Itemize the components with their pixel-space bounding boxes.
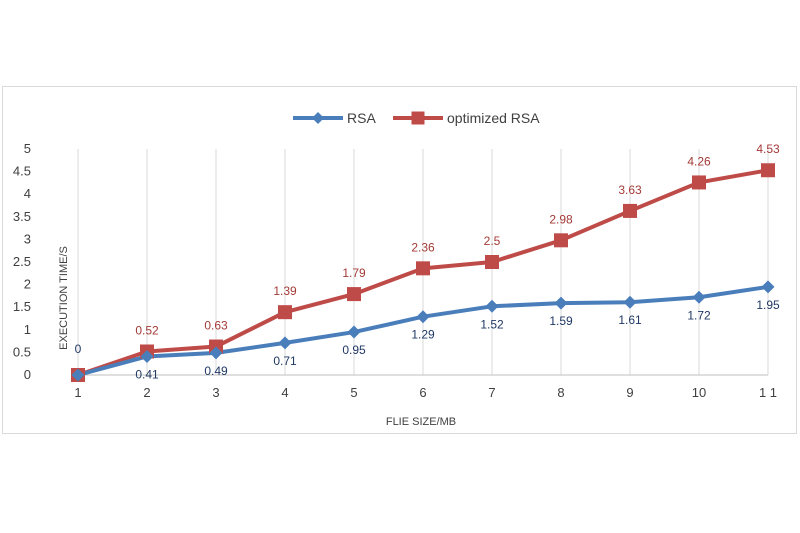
x-tick-label: 7 bbox=[488, 385, 495, 400]
point-rsa bbox=[554, 296, 568, 310]
point-optimized-rsa bbox=[623, 203, 637, 218]
y-tick-label: 3.5 bbox=[13, 209, 31, 224]
point-rsa bbox=[209, 346, 223, 360]
y-axis-title: EXECUTION TIME/S bbox=[58, 246, 70, 350]
data-label-optimized-rsa: 3.63 bbox=[618, 183, 642, 197]
data-label-rsa: 0.71 bbox=[273, 354, 297, 368]
x-tick-label: 1 bbox=[74, 385, 81, 400]
y-tick-label: 0.5 bbox=[13, 344, 31, 359]
data-label-rsa: 1.59 bbox=[549, 314, 573, 328]
point-rsa bbox=[761, 280, 775, 294]
data-label-rsa: 1.95 bbox=[756, 298, 780, 312]
data-label-optimized-rsa: 2.36 bbox=[411, 240, 435, 254]
data-label-rsa: 0 bbox=[75, 342, 82, 356]
y-tick-label: 4.5 bbox=[13, 164, 31, 179]
point-rsa bbox=[278, 336, 292, 350]
point-optimized-rsa bbox=[485, 255, 499, 269]
data-label-optimized-rsa: 2.5 bbox=[484, 234, 501, 248]
legend-item-rsa: RSA bbox=[293, 110, 376, 126]
point-optimized-rsa bbox=[416, 261, 430, 276]
data-labels: 0 0.41 0.49 0.71 0.95 1.29 1.52 1.59 1.61 1.72 1.9… bbox=[75, 142, 780, 381]
x-tick-label: 3 bbox=[212, 385, 219, 400]
x-tick-label: 5 bbox=[350, 385, 357, 400]
y-tick-label: 1 bbox=[24, 322, 31, 337]
y-tick-label: 5 bbox=[24, 141, 31, 156]
x-axis-title: FLIE SIZE/MB bbox=[386, 416, 456, 428]
data-label-optimized-rsa: 2.98 bbox=[549, 212, 573, 226]
x-tick-label: 9 bbox=[626, 385, 633, 400]
legend-square-marker bbox=[411, 111, 425, 125]
point-optimized-rsa bbox=[761, 163, 775, 178]
point-rsa bbox=[71, 368, 85, 382]
data-label-rsa: 0.95 bbox=[342, 343, 366, 357]
point-rsa bbox=[623, 295, 637, 309]
legend-label: RSA bbox=[347, 110, 376, 126]
point-rsa bbox=[347, 325, 361, 339]
data-label-rsa: 1.72 bbox=[687, 308, 711, 322]
axes: 00.511.522.533.544.551 2 3 4 5 6 7 8 9 10 1 1 bbox=[13, 141, 777, 400]
y-tick-label: 0 bbox=[24, 367, 31, 382]
data-label-optimized-rsa: 4.26 bbox=[687, 154, 711, 168]
data-label-rsa: 1.52 bbox=[480, 317, 504, 331]
point-optimized-rsa bbox=[692, 175, 706, 190]
y-tick-label: 1.5 bbox=[13, 299, 31, 314]
data-label-optimized-rsa: 0.52 bbox=[135, 323, 159, 337]
y-tick-label: 2.5 bbox=[13, 254, 31, 269]
legend: RSA optimized RSA bbox=[293, 110, 540, 126]
data-label-optimized-rsa: 1.79 bbox=[342, 266, 366, 280]
point-optimized-rsa bbox=[278, 305, 292, 320]
data-label-rsa: 1.61 bbox=[618, 313, 642, 327]
data-label-rsa: 1.29 bbox=[411, 328, 435, 342]
series-layer bbox=[71, 163, 775, 382]
point-optimized-rsa bbox=[554, 233, 568, 248]
data-label-optimized-rsa: 4.53 bbox=[756, 142, 780, 156]
legend-label: optimized RSA bbox=[447, 110, 540, 126]
line-chart: 00.511.522.533.544.551 2 3 4 5 6 7 8 9 10 1 1 00.4… bbox=[13, 110, 780, 428]
y-tick-label: 2 bbox=[24, 277, 31, 292]
data-label-rsa: 0.41 bbox=[135, 367, 159, 381]
data-label-optimized-rsa: 1.39 bbox=[273, 284, 297, 298]
legend-diamond-marker bbox=[312, 112, 324, 124]
legend-item-optimized-rsa: optimized RSA bbox=[393, 110, 540, 126]
chart-frame: 0 0.5 1 1.5 2 2.5 3 3.5 4 4.5 5 1 2 3 4 5 6 7 8 9 10 1 1 0 0.4… bbox=[2, 86, 797, 434]
point-rsa bbox=[140, 349, 154, 363]
point-rsa bbox=[485, 299, 499, 313]
point-optimized-rsa bbox=[347, 287, 361, 302]
x-tick-label: 2 bbox=[143, 385, 150, 400]
x-tick-label: 10 bbox=[692, 385, 706, 400]
x-tick-label: 1 1 bbox=[759, 385, 777, 400]
y-tick-label: 3 bbox=[24, 231, 31, 246]
x-tick-label: 4 bbox=[281, 385, 288, 400]
y-tick-label: 4 bbox=[24, 186, 31, 201]
x-tick-label: 8 bbox=[557, 385, 564, 400]
point-rsa bbox=[416, 310, 430, 324]
point-rsa bbox=[692, 290, 706, 304]
data-label-optimized-rsa: 0.63 bbox=[204, 319, 228, 333]
x-tick-label: 6 bbox=[419, 385, 426, 400]
data-label-rsa: 0.49 bbox=[204, 364, 228, 378]
